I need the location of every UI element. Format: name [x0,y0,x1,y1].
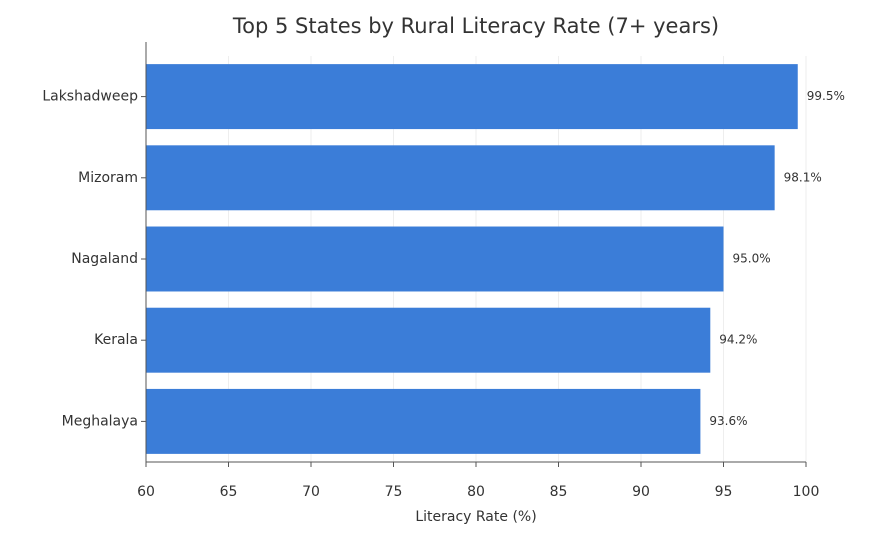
y-tick-label: Kerala [94,332,138,348]
y-tick-label: Lakshadweep [42,89,138,105]
bar [146,388,701,454]
y-tick-label: Meghalaya [62,413,138,429]
y-tick-label: Nagaland [71,251,138,267]
bar [146,307,711,373]
x-axis-label: Literacy Rate (%) [415,509,536,525]
bar [146,226,724,292]
x-tick-label: 95 [715,484,733,500]
bar [146,145,775,211]
x-tick-label: 100 [793,484,820,500]
x-tick-label: 90 [632,484,650,500]
x-tick-label: 80 [467,484,485,500]
x-tick-label: 75 [385,484,403,500]
value-label: 99.5% [807,89,845,103]
x-tick-label: 85 [550,484,568,500]
value-label: 94.2% [719,333,757,347]
value-label: 93.6% [709,414,747,428]
bar [146,64,798,130]
x-tick-label: 70 [302,484,320,500]
value-label: 95.0% [733,252,771,266]
value-label: 98.1% [784,170,822,184]
x-tick-label: 65 [220,484,238,500]
x-tick-label: 60 [137,484,155,500]
chart-title: Top 5 States by Rural Literacy Rate (7+ … [232,14,719,38]
y-tick-label: Mizoram [78,170,138,186]
